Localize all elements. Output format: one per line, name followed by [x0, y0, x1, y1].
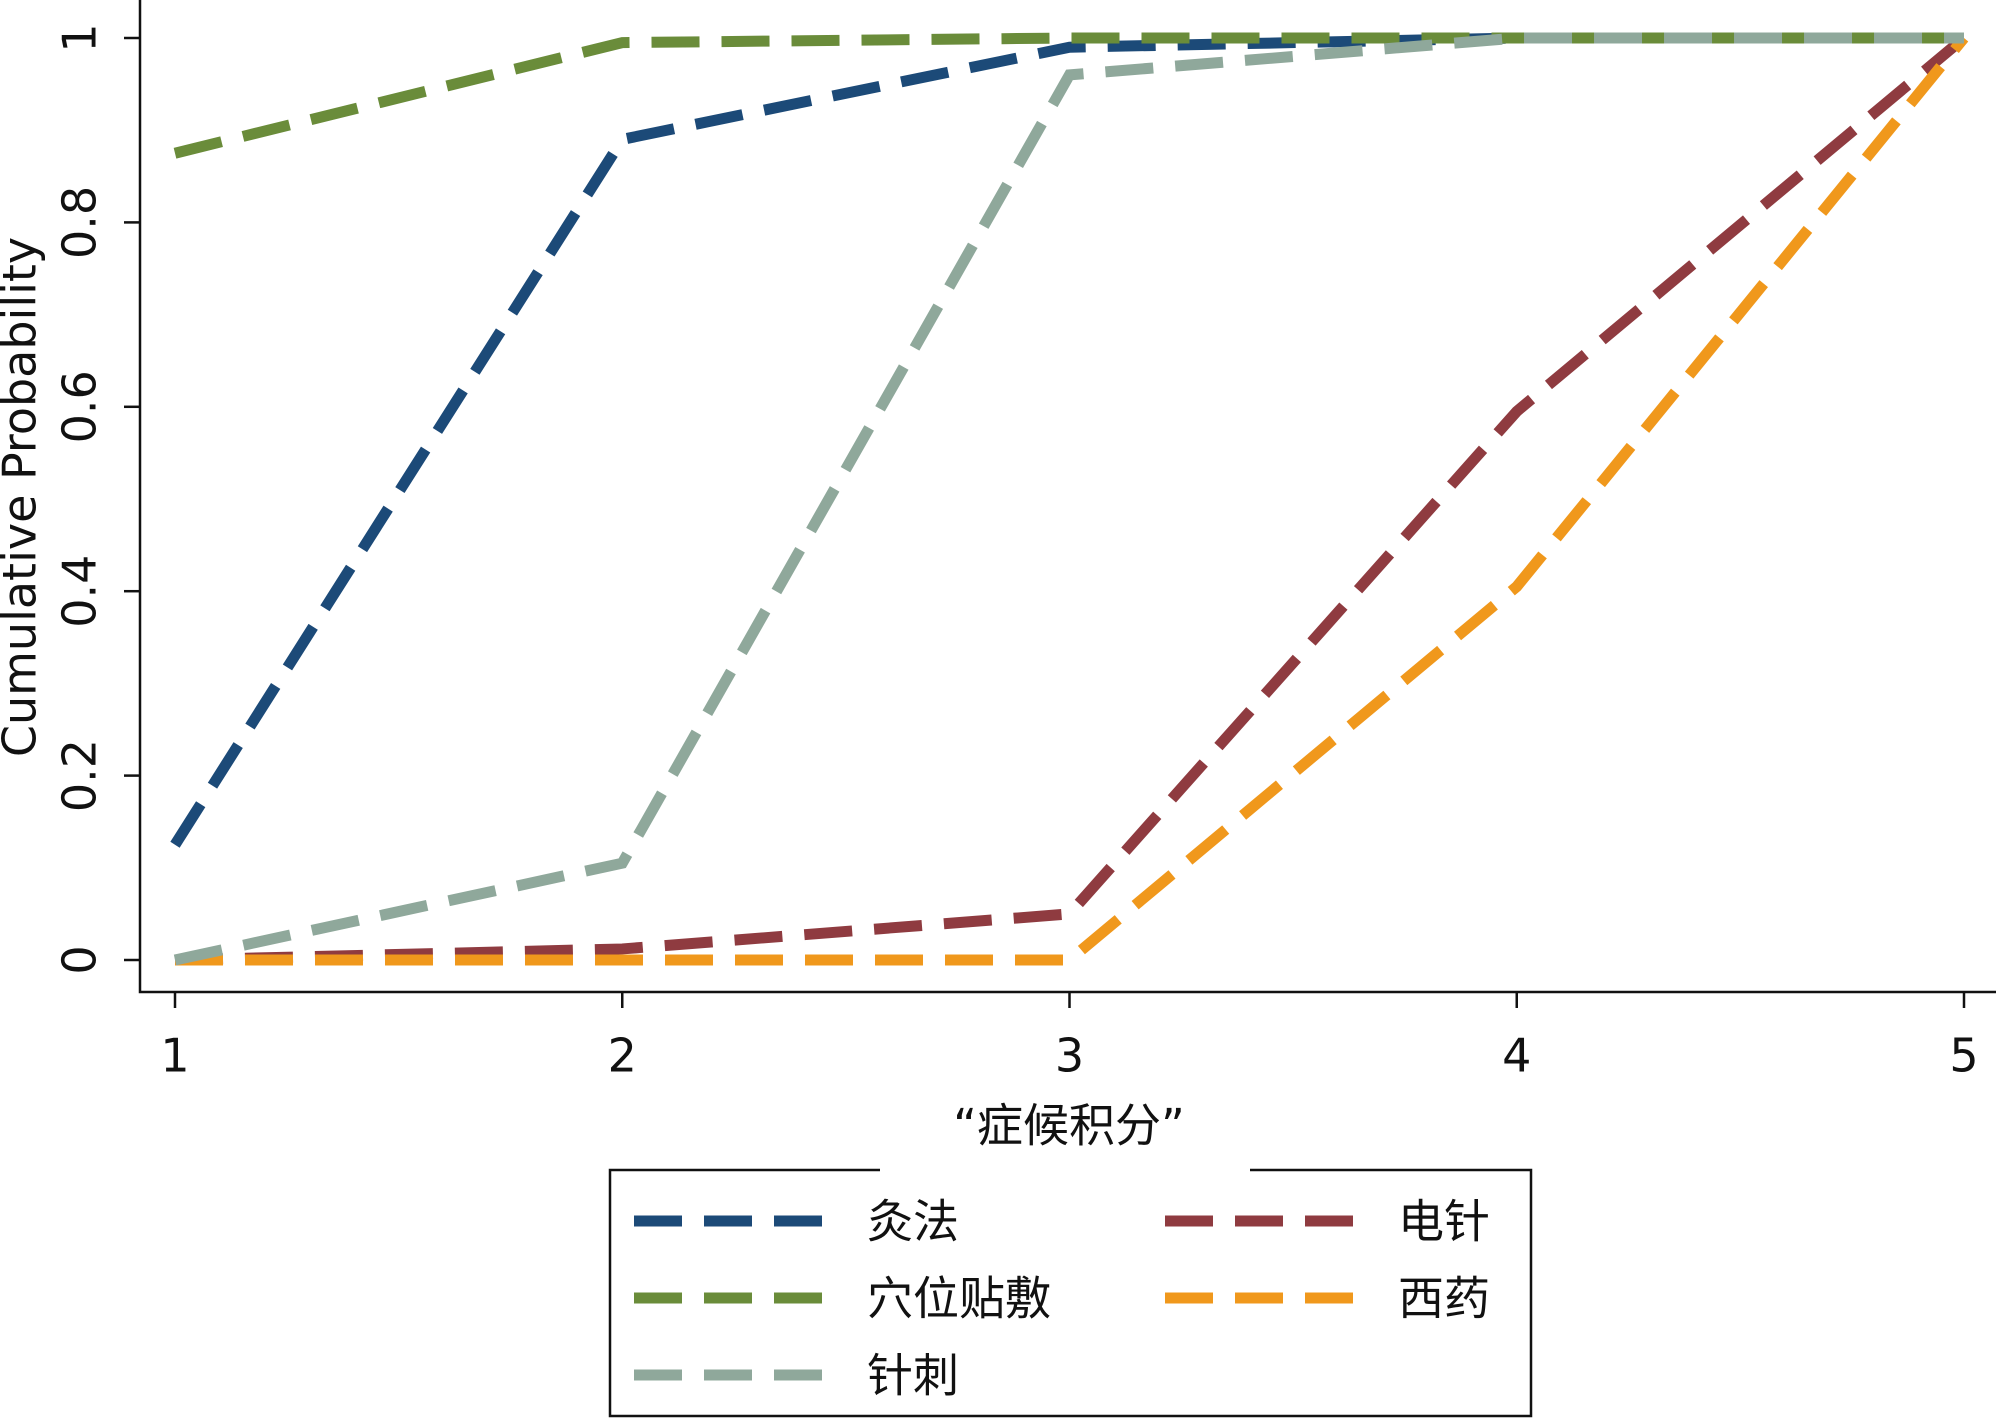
x-tick-label: 1: [160, 1029, 189, 1083]
series-line: [175, 34, 1969, 966]
y-tick-label: 0: [53, 945, 107, 974]
y-tick-label: 0.4: [53, 555, 107, 628]
series-line: [170, 32, 1964, 848]
x-tick-label: 4: [1502, 1029, 1531, 1083]
legend-label: 西药: [1398, 1272, 1490, 1326]
axis-lines: [138, 0, 1996, 994]
x-tick-label: 5: [1949, 1029, 1978, 1083]
legend-label: 电针: [1398, 1195, 1490, 1249]
y-tick-label: 0.6: [53, 370, 107, 443]
legend-label: 穴位贴敷: [867, 1272, 1051, 1326]
y-tick-label: 0.8: [53, 186, 107, 259]
y-axis-label: Cumulative Probability: [0, 237, 47, 757]
legend-box: [608, 1168, 1533, 1418]
series-line: [174, 33, 1968, 966]
x-axis-label: “症候积分”: [953, 1099, 1185, 1153]
y-tick-label: 0.2: [53, 739, 107, 812]
series-line: [173, 32, 1964, 966]
legend-label: 针刺: [867, 1349, 959, 1403]
y-tick-label: 1: [53, 23, 107, 52]
x-tick-label: 3: [1055, 1029, 1084, 1083]
series-line: [173, 32, 1964, 159]
x-tick-label: 2: [608, 1029, 637, 1083]
legend-label: 灸法: [867, 1195, 959, 1249]
